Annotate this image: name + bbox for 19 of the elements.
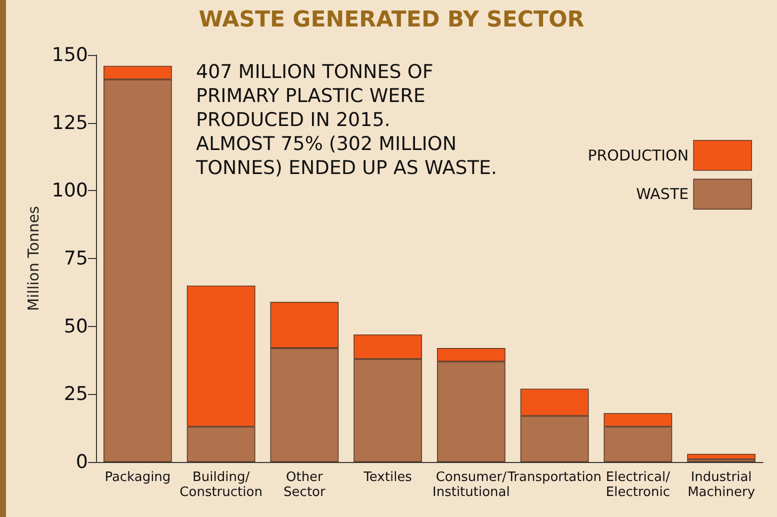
x-tick-label: Packaging — [104, 470, 171, 485]
x-tick-label: Other Sector — [284, 470, 326, 500]
y-tick-label: 125 — [52, 112, 88, 134]
y-tick-label: 25 — [64, 383, 88, 406]
annotation: 407 MILLION TONNES OF PRIMARY PLASTIC WERE PRODUCED IN 2015. ALMOST 75% (302 MILLION TONNES) ENDED UP AS WASTE. — [195, 61, 497, 179]
bar — [687, 454, 756, 460]
y-tick-label: 150 — [52, 44, 88, 66]
y-tick-label: 75 — [64, 248, 88, 270]
y-tick-label: 100 — [52, 180, 88, 202]
y-tick-label: 0 — [76, 451, 88, 473]
y-tick-label: 50 — [64, 315, 88, 338]
x-tick-label: Textiles — [362, 470, 412, 485]
chart-title: WASTE GENERATED BY SECTOR — [198, 8, 584, 32]
legend-label: WASTE — [636, 185, 689, 204]
y-axis-title: Million Tonnes — [24, 206, 42, 311]
x-tick-label: Electrical/ Electronic — [606, 470, 671, 500]
x-tick-label: Building/ Construction — [180, 470, 262, 500]
legend-label: PRODUCTION — [588, 146, 689, 164]
x-tick-label: Industrial Machinery — [688, 470, 756, 500]
